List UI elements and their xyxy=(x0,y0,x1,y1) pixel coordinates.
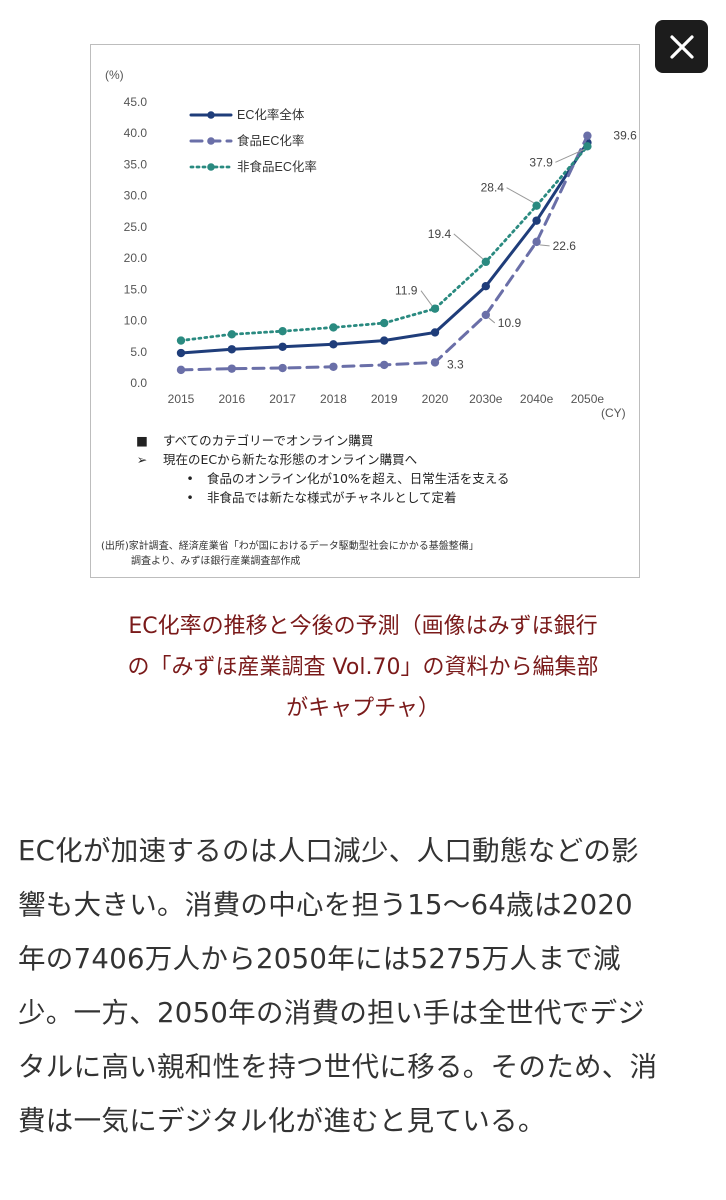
annotation-leader xyxy=(539,244,550,247)
data-point xyxy=(481,257,490,267)
chart-figure: (%) (CY) 0.0 5.0 10.0 15.0 20.0 25.0 30.0 35.0 40.… xyxy=(90,44,640,578)
legend-label: 食品EC化率 xyxy=(237,133,304,148)
data-point xyxy=(380,336,389,345)
close-icon xyxy=(669,34,694,59)
legend-marker xyxy=(207,163,215,171)
note-marker: • xyxy=(186,490,194,505)
data-point xyxy=(532,216,541,225)
note-text: すべてのカテゴリーでオンライン購買 xyxy=(163,433,374,448)
note-text: 食品のオンライン化が10%を超え、日常生活を支える xyxy=(207,471,510,486)
close-button[interactable] xyxy=(655,20,708,73)
y-tick-label: 20.0 xyxy=(124,251,148,265)
x-tick-label: 2040e xyxy=(520,392,554,406)
note-item: ➢ 現在のECから新たな形態のオンライン購買へ xyxy=(127,450,509,469)
annotation-leader xyxy=(420,290,433,306)
chart-source: (出所)家計調査、経済産業省「わが国におけるデータ駆動型社会にかかる基盤整備」 … xyxy=(101,539,479,569)
source-line: (出所)家計調査、経済産業省「わが国におけるデータ駆動型社会にかかる基盤整備」 xyxy=(101,541,479,552)
chart-notes: ■ すべてのカテゴリーでオンライン購買 ➢ 現在のECから新たな形態のオンライン… xyxy=(127,431,509,507)
y-tick-label: 0.0 xyxy=(130,376,147,390)
data-point xyxy=(278,342,287,351)
data-point xyxy=(329,323,338,332)
data-point xyxy=(278,363,287,373)
data-point xyxy=(380,318,389,328)
y-tick-label: 30.0 xyxy=(124,189,148,203)
data-label: 39.6 xyxy=(613,129,637,143)
x-tick-label: 2016 xyxy=(218,392,245,406)
figure-caption: EC化率の推移と今後の予測（画像はみずほ銀行 の「みずほ産業調査 Vol.70」… xyxy=(40,606,686,729)
annotation-leader xyxy=(506,187,534,204)
data-label: 3.3 xyxy=(447,357,464,371)
y-tick-label: 35.0 xyxy=(124,157,148,171)
series-line-2 xyxy=(179,144,589,342)
annotation-leader xyxy=(453,233,484,260)
data-point xyxy=(532,201,541,210)
note-text: 現在のECから新たな形態のオンライン購買へ xyxy=(163,452,418,467)
data-point xyxy=(430,304,440,313)
x-tick-label: 2015 xyxy=(168,392,195,406)
x-unit-label: (CY) xyxy=(601,406,626,420)
note-marker: ■ xyxy=(136,433,148,448)
article-paragraph: EC化が加速するのは人口減少、人口動態などの影 響も大きい。消費の中心を担う15… xyxy=(18,824,708,1148)
legend-marker xyxy=(207,111,215,119)
annotation-leader xyxy=(555,148,585,163)
data-point xyxy=(227,364,236,373)
y-tick-label: 15.0 xyxy=(124,282,148,296)
y-tick-label: 25.0 xyxy=(124,220,148,234)
x-tick-label: 2030e xyxy=(469,392,503,406)
x-tick-label: 2050e xyxy=(571,392,605,406)
paragraph-line: 費は一気にデジタル化が進むと見ている。 xyxy=(18,1105,546,1137)
data-point xyxy=(481,282,490,291)
paragraph-line: タルに高い親和性を持つ世代に移る。そのため、消 xyxy=(18,1051,658,1083)
paragraph-line: 年の7406万人から2050年には5275万人まで減 xyxy=(18,943,621,975)
caption-line: がキャプチャ） xyxy=(286,696,440,721)
data-point xyxy=(227,345,236,354)
data-point xyxy=(430,328,440,337)
data-label: 22.6 xyxy=(553,239,577,253)
data-label: 19.4 xyxy=(428,227,452,241)
data-label: 28.4 xyxy=(481,181,505,195)
y-tick-label: 45.0 xyxy=(124,95,148,109)
data-point xyxy=(227,330,236,339)
y-unit-label: (%) xyxy=(105,68,124,82)
data-point xyxy=(176,365,186,375)
note-item: ■ すべてのカテゴリーでオンライン購買 xyxy=(127,431,509,450)
ec-rate-chart: (%) (CY) 0.0 5.0 10.0 15.0 20.0 25.0 30.0 35.0 40.… xyxy=(105,68,637,420)
data-label: 11.9 xyxy=(395,284,418,298)
data-point xyxy=(329,340,338,349)
note-marker: ➢ xyxy=(136,452,148,467)
source-line: 調査より、みずほ銀行産業調査部作成 xyxy=(131,556,301,567)
y-tick-label: 5.0 xyxy=(130,345,147,359)
caption-line: の「みずほ産業調査 Vol.70」の資料から編集部 xyxy=(127,655,599,680)
data-point xyxy=(532,237,541,247)
data-point xyxy=(430,358,440,367)
note-subitem: • 食品のオンライン化が10%を超え、日常生活を支える xyxy=(127,469,509,488)
y-tick-label: 10.0 xyxy=(124,314,148,328)
legend-label: 非食品EC化率 xyxy=(237,159,317,174)
y-tick-label: 40.0 xyxy=(124,126,148,140)
legend-label: EC化率全体 xyxy=(237,107,305,122)
data-point xyxy=(380,360,389,370)
data-label: 37.9 xyxy=(529,155,553,169)
paragraph-line: EC化が加速するのは人口減少、人口動態などの影 xyxy=(18,835,639,867)
data-point xyxy=(176,348,186,358)
data-point xyxy=(583,142,592,151)
data-point xyxy=(329,362,338,371)
paragraph-line: 響も大きい。消費の中心を担う15〜64歳は2020 xyxy=(18,889,633,921)
data-point xyxy=(278,326,287,336)
x-tick-label: 2017 xyxy=(269,392,296,406)
data-label: 10.9 xyxy=(498,316,522,330)
annotation-leader xyxy=(488,317,496,324)
data-point xyxy=(583,131,592,140)
x-tick-label: 2020 xyxy=(422,392,449,406)
note-text: 非食品では新たな様式がチャネルとして定着 xyxy=(207,490,457,505)
paragraph-line: 少。一方、2050年の消費の担い手は全世代でデジ xyxy=(18,997,646,1029)
data-point xyxy=(176,336,186,345)
caption-line: EC化率の推移と今後の予測（画像はみずほ銀行 xyxy=(128,614,598,639)
note-subitem: • 非食品では新たな様式がチャネルとして定着 xyxy=(127,488,509,507)
data-point xyxy=(481,310,490,320)
note-marker: • xyxy=(186,471,194,486)
x-tick-label: 2019 xyxy=(371,392,398,406)
legend-marker xyxy=(207,137,215,145)
x-tick-label: 2018 xyxy=(320,392,347,406)
